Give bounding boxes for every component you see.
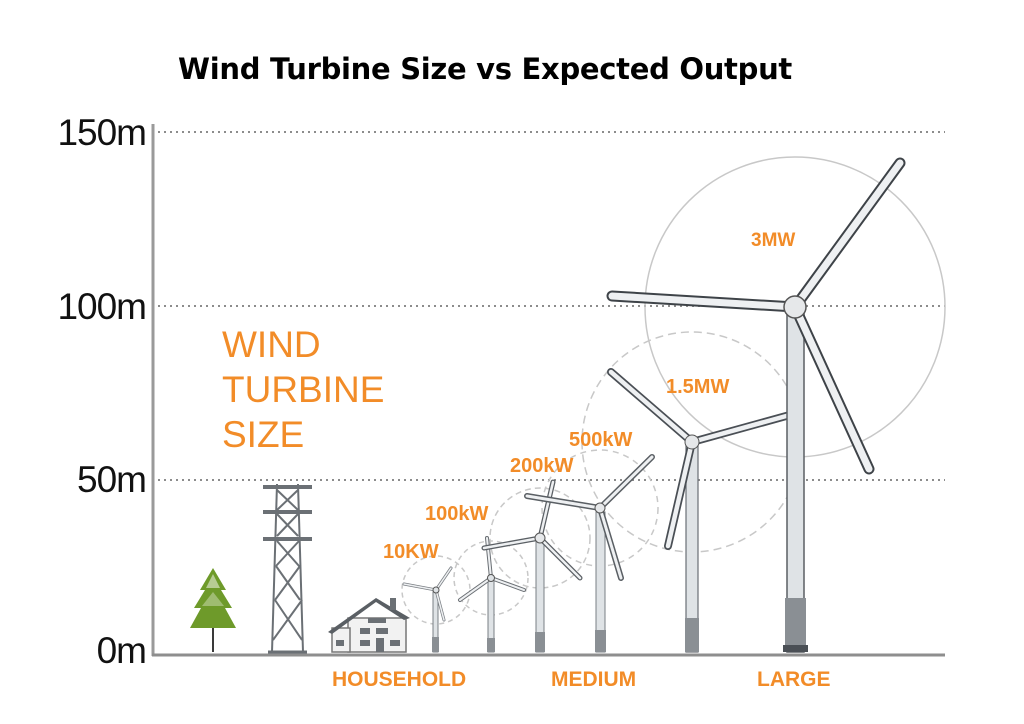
power-label-100kw: 100kW [425, 503, 489, 525]
tree-icon [190, 568, 236, 652]
gridlines [158, 131, 945, 481]
category-household: HOUSEHOLD [332, 668, 467, 691]
power-label-1-5mw: 1.5MW [666, 376, 730, 398]
turbine-200kw [481, 479, 583, 653]
category-large: LARGE [757, 668, 831, 691]
wind-turbine-size-label: WIND TURBINE SIZE [222, 322, 384, 457]
turbine-3mw [606, 157, 906, 653]
y-tick-100m: 100m [57, 286, 147, 327]
power-label-3mw: 3MW [751, 230, 796, 251]
axes [151, 124, 945, 657]
turbine-500kw [524, 454, 655, 653]
big-label-line2: TURBINE [222, 369, 385, 410]
y-tick-0m: 0m [96, 630, 147, 671]
category-medium: MEDIUM [551, 668, 637, 691]
power-pylon-icon [263, 483, 312, 654]
turbine-1-5mw [607, 368, 801, 653]
turbine-10kw [402, 566, 453, 653]
power-label-200kw: 200kW [510, 455, 574, 477]
page-title: Wind Turbine Size vs Expected Output [178, 52, 792, 86]
y-tick-150m: 150m [57, 112, 147, 153]
power-label-10kw: 10KW [383, 541, 439, 563]
turbine-100kw [458, 536, 526, 653]
big-label-line1: WIND [222, 324, 321, 365]
power-label-500kw: 500kW [569, 429, 633, 451]
big-label-line3: SIZE [222, 414, 305, 455]
y-tick-50m: 50m [77, 459, 147, 500]
house-icon [328, 598, 410, 653]
